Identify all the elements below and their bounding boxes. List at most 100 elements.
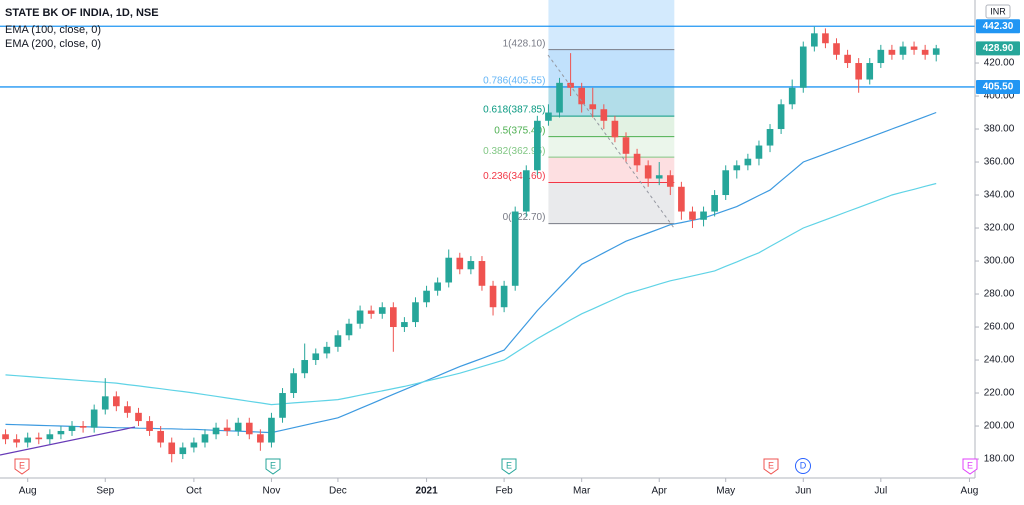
candle-body [556,82,563,113]
candle-body [844,54,851,64]
y-tick-label: 420.00 [984,58,1015,69]
earnings-marker [14,458,30,475]
candle-body [157,430,164,443]
candle-body [434,282,441,291]
candle-body [223,427,231,431]
fib-band [548,116,675,137]
candle-body [190,442,198,448]
candle-body [146,421,153,431]
candle-body [600,109,608,121]
event-label: E [19,460,25,470]
fib-label: 0.236(347.60) [483,171,545,182]
currency-box [985,4,1011,19]
candle-body [378,307,386,314]
candle-body [644,165,652,179]
y-tick-label: 200.00 [984,421,1015,432]
fib-label: 1(428.10) [503,38,546,49]
candle-body [921,49,929,55]
candle-body [811,33,818,47]
fib-band [548,49,675,87]
y-tick-label: 260.00 [984,322,1015,333]
event-label: E [270,460,276,470]
y-tick-label: 240.00 [984,355,1015,366]
fib-label: 0(322.70) [503,212,546,223]
candle-body [788,87,796,105]
candle-body [301,360,309,374]
candle-body [90,409,98,428]
fib-label: 0.786(405.55) [483,76,545,87]
y-tick-label: 220.00 [984,388,1015,399]
x-tick-label: Dec [329,486,347,497]
candle-body [833,43,840,55]
chart-title: STATE BK OF INDIA, 1D, NSE [5,7,159,19]
x-tick-label: Aug [19,486,37,497]
fib-band [548,182,675,224]
earnings-marker [501,458,517,475]
price-tag-label: 428.90 [983,43,1014,54]
candle-body [855,63,862,80]
candle-body [412,302,419,323]
y-tick-label: 400.00 [984,91,1015,102]
candle-body [356,310,364,324]
fib-label: 0.382(362.95) [483,146,545,157]
earnings-marker [763,458,779,475]
y-tick-label: 300.00 [984,256,1015,267]
candle-body [212,427,220,435]
x-tick-label: Sep [96,486,114,497]
event-label: D [800,460,807,470]
candle-body [888,49,896,55]
candle-body [877,49,885,64]
x-tick-label: May [716,486,735,497]
candle-body [345,323,353,336]
event-label: E [506,460,512,470]
candle-body [367,310,375,314]
candle-body [622,137,630,154]
candle-body [545,112,552,121]
candle-body [168,442,176,455]
candle-body [2,434,9,440]
candle-body [511,211,519,286]
price-tag-label: 442.30 [983,21,1014,32]
earnings-marker [265,458,281,475]
candle-body [13,439,20,443]
y-tick-label: 320.00 [984,223,1015,234]
x-tick-label: 2021 [415,486,438,497]
candle-body [101,396,109,410]
legend-entry: EMA (200, close, 0) [5,38,101,50]
candle-body [534,120,541,171]
candle-body [68,426,76,431]
candle-body [866,63,874,80]
candle-body [589,104,597,110]
candle-body [57,430,65,435]
x-tick-label: Jul [874,486,887,497]
candle-body [932,48,940,55]
x-tick-label: Nov [263,486,281,497]
x-tick-label: Jun [795,486,811,497]
candle-body [334,335,342,347]
candle-body [755,145,763,159]
plot-layer [0,25,975,463]
candle-body [799,46,807,88]
price-tag [976,79,1020,94]
y-tick-label: 380.00 [984,124,1015,135]
candle-body [401,322,408,328]
candle-body [390,307,397,328]
fib-band [548,136,675,158]
candle-body [201,434,209,443]
candle-body [312,353,320,361]
x-tick-label: Oct [186,486,202,497]
earnings-marker [962,458,978,475]
candle-body [35,437,43,440]
candle-body [423,290,430,303]
x-tick-label: Feb [496,486,514,497]
candle-body [910,46,918,50]
candle-body [234,422,242,431]
candle-body [467,261,475,270]
candle-body [722,170,730,196]
price-tag [976,19,1020,34]
fib-layer: 1(428.10) 0.786(405.55) 0.618(387.85) 0.5(3… [483,0,675,225]
candle-body [578,87,585,105]
candle-body [822,33,829,44]
